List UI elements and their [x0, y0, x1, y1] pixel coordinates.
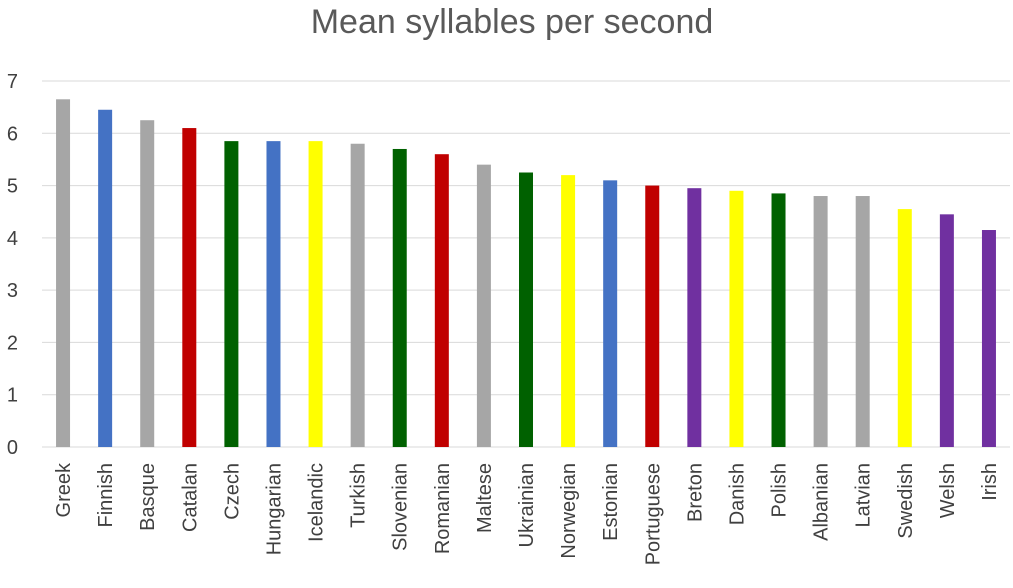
x-tick-label: Icelandic: [306, 463, 328, 542]
x-tick-label: Polish: [769, 463, 791, 517]
x-tick-label: Swedish: [895, 463, 917, 539]
bar-finnish: [98, 109, 113, 447]
x-tick-label: Maltese: [474, 463, 496, 533]
x-tick-label: Norwegian: [558, 463, 580, 559]
x-tick-label: Welsh: [937, 463, 959, 518]
bar-danish: [729, 190, 744, 448]
x-tick-label: Romanian: [432, 463, 454, 554]
x-tick-label: Czech: [221, 463, 243, 520]
y-tick-label: 5: [7, 176, 18, 198]
bars: [56, 99, 996, 448]
bar-irish: [981, 230, 996, 447]
bar-romanian: [434, 154, 449, 447]
y-axis-ticks: 0 1 2 3 4 5 6 7: [7, 71, 18, 459]
bar-portuguese: [645, 185, 660, 448]
bar-swedish: [897, 209, 912, 447]
x-axis-ticks: Greek Finnish Basque Catalan Czech Hungarian I…: [53, 462, 1001, 565]
bar-maltese: [476, 164, 491, 447]
x-tick-label: Estonian: [600, 463, 622, 541]
bar-albanian: [813, 196, 828, 447]
bar-welsh: [939, 214, 954, 447]
bar-basque: [140, 120, 155, 447]
x-tick-label: Breton: [684, 463, 706, 522]
x-tick-label: Danish: [726, 463, 748, 525]
bar-breton: [687, 188, 702, 447]
x-tick-label: Albanian: [811, 463, 833, 541]
y-tick-label: 0: [7, 437, 18, 459]
x-tick-label: Slovenian: [390, 463, 412, 551]
bar-estonian: [603, 180, 618, 448]
x-tick-label: Ukrainian: [516, 463, 538, 547]
y-tick-label: 3: [7, 280, 18, 302]
x-tick-label: Finnish: [95, 463, 117, 527]
x-tick-label: Portuguese: [642, 463, 664, 565]
chart-title: Mean syllables per second: [311, 3, 714, 41]
y-tick-label: 4: [7, 228, 18, 250]
x-tick-label: Irish: [979, 463, 1001, 501]
x-tick-label: Latvian: [853, 463, 875, 528]
x-tick-label: Turkish: [348, 463, 370, 528]
bar-norwegian: [561, 175, 576, 447]
bar-latvian: [855, 196, 870, 447]
y-tick-label: 1: [7, 385, 18, 407]
x-tick-label: Greek: [53, 462, 75, 517]
bar-greek: [56, 99, 71, 448]
bar-icelandic: [308, 141, 323, 447]
bar-catalan: [182, 128, 197, 448]
x-tick-label: Hungarian: [263, 463, 285, 555]
bar-czech: [224, 141, 239, 447]
y-tick-label: 6: [7, 123, 18, 145]
bar-slovenian: [392, 148, 407, 447]
bar-polish: [771, 193, 786, 447]
y-tick-label: 7: [7, 71, 18, 93]
bar-hungarian: [266, 141, 281, 447]
bar-turkish: [350, 143, 365, 447]
y-tick-label: 2: [7, 332, 18, 354]
bar-ukrainian: [519, 172, 533, 447]
x-tick-label: Catalan: [179, 463, 201, 532]
x-tick-label: Basque: [137, 463, 159, 531]
